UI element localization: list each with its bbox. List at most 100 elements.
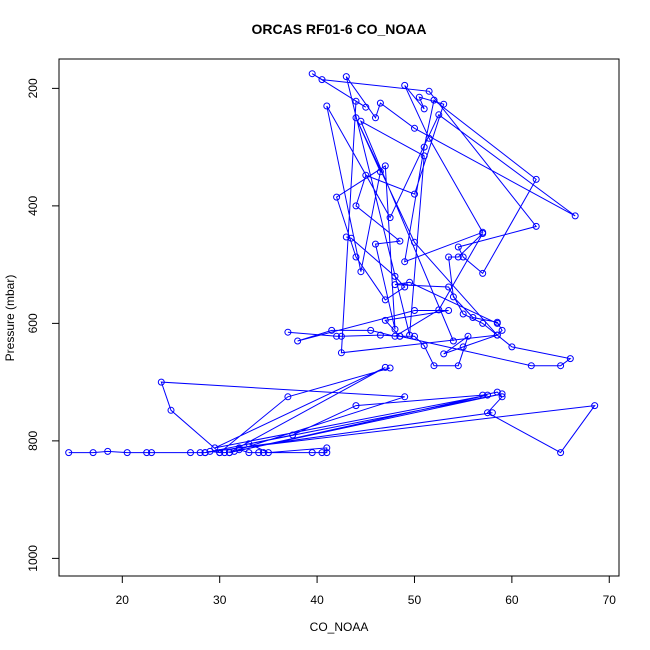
data-point — [459, 343, 467, 351]
data-point — [211, 444, 219, 452]
data-point — [440, 100, 448, 108]
data-point — [435, 111, 443, 119]
data-point — [352, 114, 360, 122]
series-layer — [65, 70, 599, 457]
data-point — [391, 325, 399, 333]
data-point — [498, 326, 506, 334]
data-point — [411, 332, 418, 340]
x-tick-label: 30 — [213, 593, 227, 607]
chart-title: ORCAS RF01-6 CO_NOAA — [251, 21, 426, 37]
data-point — [187, 449, 194, 457]
data-point — [386, 214, 394, 222]
data-point — [493, 319, 501, 327]
data-point — [376, 331, 384, 339]
data-point — [401, 283, 409, 291]
data-point — [401, 393, 409, 401]
data-point — [454, 253, 462, 261]
data-point — [484, 409, 491, 417]
x-axis-label: CO_NOAA — [310, 620, 369, 634]
data-point — [479, 228, 487, 236]
data-point — [430, 96, 438, 104]
data-point — [225, 449, 233, 457]
data-point — [454, 243, 462, 251]
x-tick-label: 40 — [310, 593, 324, 607]
data-point — [362, 103, 370, 111]
x-tick-label: 20 — [116, 593, 130, 607]
data-point — [206, 447, 214, 455]
data-point — [342, 73, 350, 81]
data-point — [396, 332, 404, 340]
data-point — [245, 440, 253, 448]
x-tick-label: 70 — [603, 593, 617, 607]
data-point — [391, 272, 399, 280]
data-point — [196, 449, 204, 457]
data-point — [157, 378, 165, 386]
y-tick-label: 200 — [26, 78, 40, 98]
data-point — [484, 391, 491, 399]
y-tick-label: 1000 — [26, 545, 40, 572]
x-axis: 20 30 40 50 60 70 — [116, 576, 617, 607]
data-point — [323, 449, 331, 457]
data-point — [459, 253, 467, 261]
data-point — [425, 87, 433, 95]
x-tick-label: 50 — [408, 593, 422, 607]
data-point — [479, 391, 487, 399]
data-point — [420, 342, 428, 350]
data-point — [411, 238, 418, 246]
y-tick-label: 600 — [26, 313, 40, 333]
data-point — [264, 449, 272, 457]
data-point — [391, 332, 399, 340]
data-point — [401, 81, 409, 89]
data-point — [352, 202, 360, 210]
y-tick-label: 400 — [26, 196, 40, 216]
series-2 — [284, 230, 574, 370]
data-point — [440, 350, 448, 358]
data-point — [357, 117, 365, 125]
data-point — [479, 319, 487, 327]
data-point — [352, 97, 360, 105]
data-point — [381, 162, 389, 170]
data-point — [449, 293, 457, 301]
data-point — [571, 212, 579, 220]
data-point — [323, 444, 331, 452]
data-point — [445, 253, 453, 261]
data-point — [469, 314, 477, 321]
series-3 — [308, 70, 579, 357]
data-point — [406, 331, 414, 339]
data-point — [367, 326, 375, 334]
data-point — [221, 449, 229, 457]
data-point — [201, 449, 209, 457]
data-point — [260, 449, 267, 457]
data-point — [420, 105, 428, 113]
data-point — [143, 449, 151, 457]
data-point — [318, 76, 326, 84]
data-point — [347, 234, 355, 242]
data-point — [479, 269, 487, 277]
data-point — [362, 171, 370, 179]
data-point — [591, 402, 599, 410]
data-point — [411, 190, 418, 198]
data-point — [386, 364, 394, 372]
data-point — [498, 390, 506, 398]
data-point — [308, 449, 316, 457]
data-point — [337, 349, 345, 357]
series-line — [68, 366, 596, 454]
data-point — [420, 152, 428, 160]
data-point — [318, 449, 326, 457]
data-point — [459, 310, 467, 318]
data-point — [148, 449, 155, 457]
data-point — [411, 124, 418, 132]
data-point — [289, 431, 297, 439]
data-point — [406, 278, 414, 286]
data-point — [493, 388, 501, 396]
data-point — [445, 283, 453, 291]
data-point — [508, 343, 516, 351]
data-point — [333, 193, 341, 201]
data-point — [284, 393, 292, 401]
data-point — [381, 363, 389, 371]
data-point — [396, 237, 404, 245]
series-line — [287, 233, 572, 367]
data-point — [323, 102, 331, 110]
data-point — [532, 222, 540, 230]
